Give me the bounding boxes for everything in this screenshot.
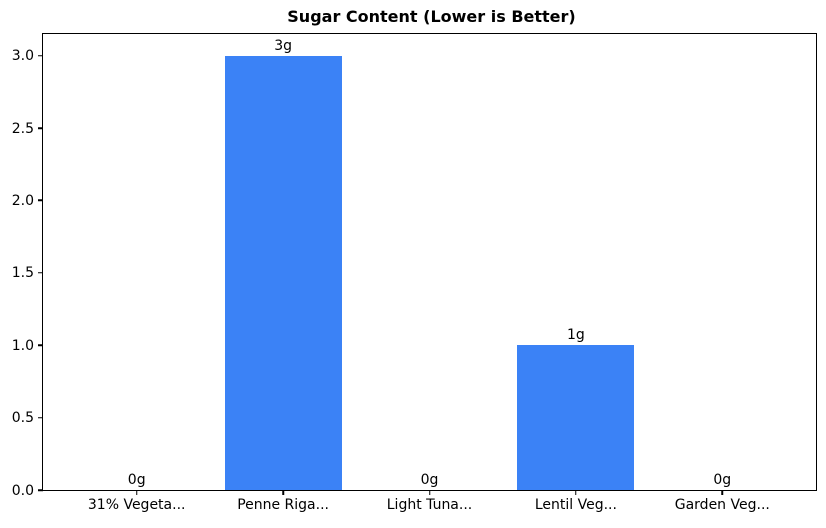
x-tick-label-3: Lentil Veg... [534,497,617,513]
y-axis-tick-3 [38,272,43,274]
x-tick-label-0: 31% Vegeta... [87,497,186,513]
x-axis-tick-1 [282,490,284,495]
y-axis-tick-4 [38,199,43,202]
y-tick-label-4: 2.0 [11,192,34,209]
x-axis-tick-3 [575,490,577,495]
x-tick-label-1: Penne Riga... [237,497,329,513]
x-tick-label-2: Light Tuna... [386,497,473,513]
y-tick-label-5: 2.5 [11,120,34,137]
bar-value-label-2: 0g [420,472,439,488]
x-tick-label-4: Garden Veg... [674,497,770,513]
y-tick-label-6: 3.0 [11,48,34,65]
y-axis-tick-6 [38,54,43,57]
bar-value-label-0: 0g [127,472,146,488]
y-axis-tick-0 [38,489,43,491]
bar-3 [517,345,635,490]
y-tick-label-1: 0.5 [11,410,34,427]
y-axis-tick-5 [38,127,43,129]
y-tick-label-2: 1.0 [11,337,34,354]
x-axis-tick-4 [721,490,724,495]
y-axis-tick-1 [38,416,43,419]
y-axis-tick-2 [38,344,43,346]
x-axis-tick-2 [428,490,431,495]
bar-1 [224,55,342,490]
y-tick-label-0: 0.0 [11,482,34,499]
bar-value-label-1: 3g [274,37,292,54]
bar-value-label-4: 0g [713,472,732,488]
chart-title: Sugar Content (Lower is Better) [287,7,576,26]
plot-area: 0g 31% Vegeta... 3g Penne Riga... 0g Light Tu… [38,33,817,513]
y-tick-label-3: 1.5 [11,265,34,282]
x-axis-tick-0 [135,490,138,495]
bar-value-label-3: 1g [566,327,585,344]
